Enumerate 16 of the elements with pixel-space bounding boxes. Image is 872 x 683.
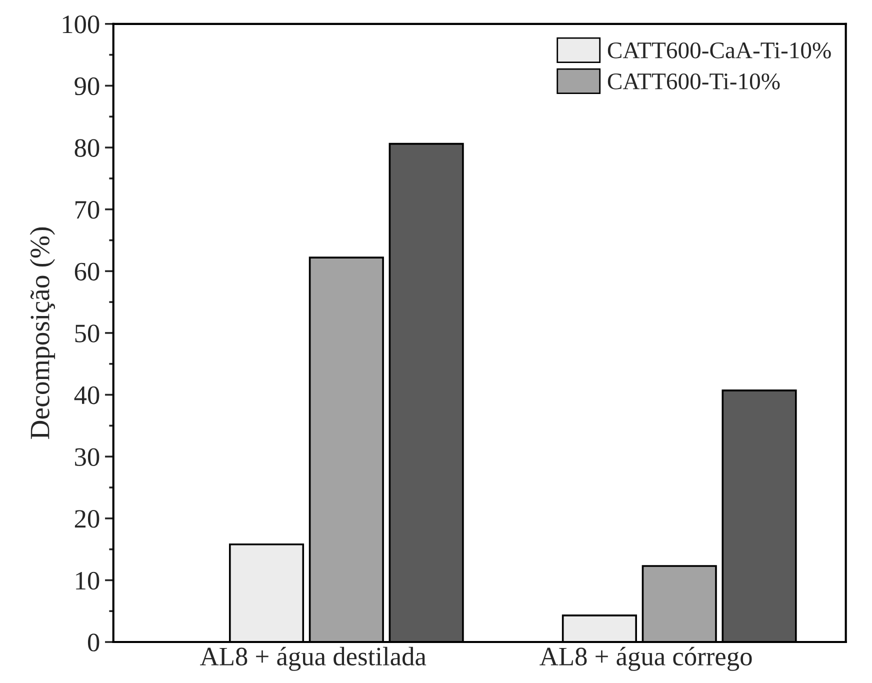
y-tick-label: 100: [62, 16, 100, 34]
legend-label: CATT600-Ti-10%: [608, 73, 780, 90]
y-tick-label: 10: [76, 572, 100, 590]
y-tick-label: 0: [88, 634, 100, 652]
legend-label: CATT600-CaA-Ti-10%: [608, 42, 831, 58]
y-tick-label: 40: [74, 386, 100, 404]
y-tick-label: 30: [75, 448, 100, 466]
y-tick-label: 50: [75, 324, 100, 342]
y-tick-label: 60: [74, 262, 100, 281]
x-tick-label: AL8 + água destilada: [200, 646, 426, 671]
y-tick-label: 70: [76, 200, 100, 219]
y-tick-label: 20: [74, 510, 100, 528]
y-axis-title: Decomposição (%): [30, 227, 56, 439]
x-tick-label: AL8 + água córrego: [540, 646, 752, 671]
y-tick-label: 80: [74, 139, 100, 157]
y-tick-label: 90: [74, 77, 100, 96]
